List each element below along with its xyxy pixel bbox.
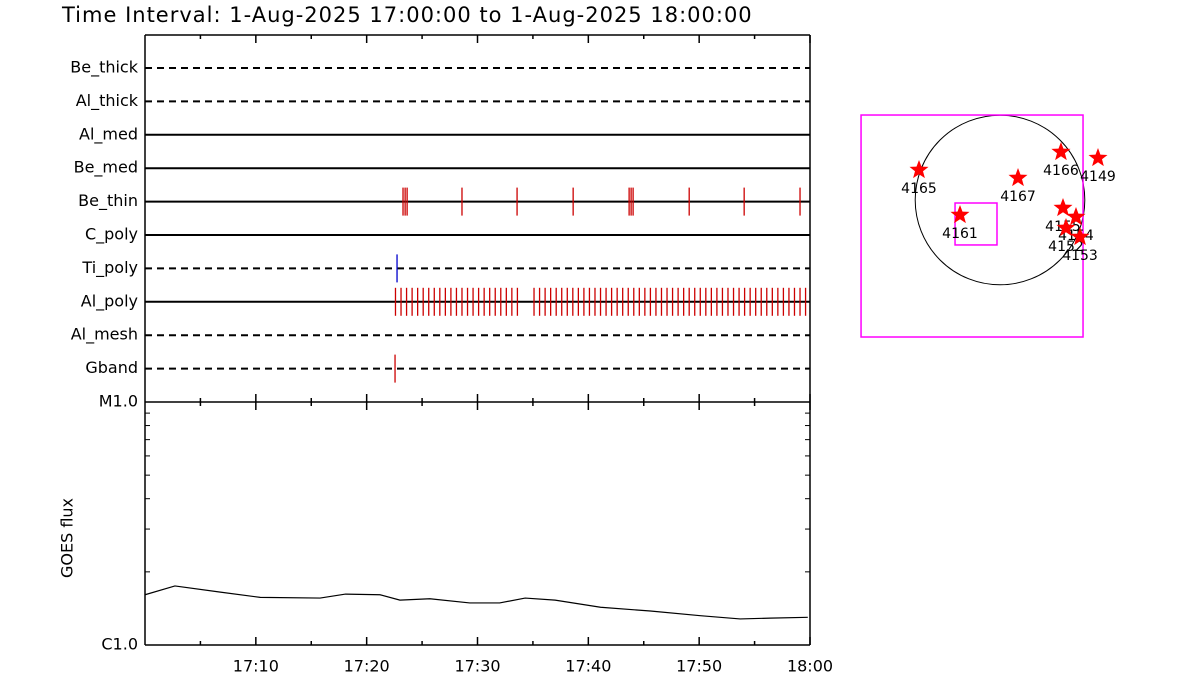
x-tick-label: 17:20 [344,657,390,676]
region-marker [1051,142,1071,161]
row-label: Be_thin [78,191,138,211]
region-label: 4165 [901,181,937,197]
region-label: 4161 [942,226,978,242]
region-marker [950,205,970,224]
row-label: C_poly [85,225,138,245]
row-label: Be_thick [70,58,138,78]
region-label: 4153 [1062,248,1098,264]
row-label: Al_med [79,124,138,144]
fov-box [860,114,1084,338]
region-label: 4167 [1000,189,1036,205]
x-tick-label: 17:50 [676,657,722,676]
row-label: Al_poly [81,291,138,311]
x-tick-label: 18:00 [787,657,833,676]
row-label: Al_mesh [71,325,138,345]
region-label: 4166 [1043,163,1079,179]
x-tick-label: 17:30 [454,657,500,676]
y-tick-label: M1.0 [99,392,138,411]
region-marker [1088,148,1108,167]
row-label: Al_thick [76,91,139,111]
chart-title: Time Interval: 1-Aug-2025 17:00:00 to 1-… [61,3,753,27]
y-axis-label: GOES flux [58,498,77,578]
region-marker [1066,207,1086,226]
region-label: 4149 [1080,169,1116,185]
fov-box [954,202,998,246]
region-marker [1056,218,1076,237]
row-label: Ti_poly [81,258,138,278]
region-marker [1070,227,1090,246]
goes-line [144,585,808,620]
region-marker [1008,168,1028,187]
row-label: Gband [85,358,138,377]
region-marker [909,160,929,179]
x-tick-label: 17:10 [233,657,279,676]
x-tick-label: 17:40 [565,657,611,676]
region-marker [1053,198,1073,217]
y-tick-label: C1.0 [101,635,138,654]
row-label: Be_med [74,158,138,178]
